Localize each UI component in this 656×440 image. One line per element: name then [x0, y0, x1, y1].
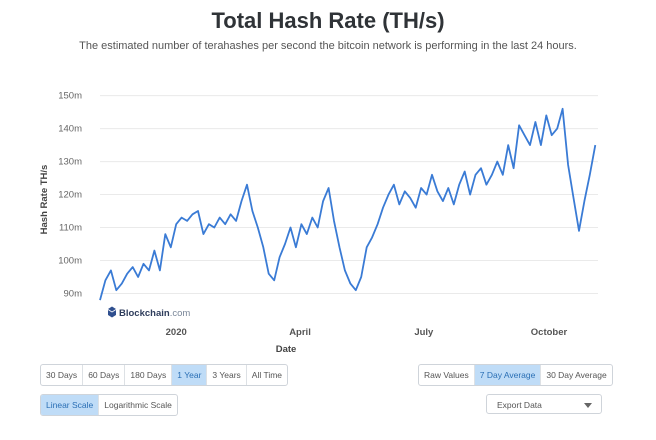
watermark-brand: Blockchain.com: [119, 308, 190, 319]
export-data-label: Export Data: [497, 400, 542, 410]
y-tick-label: 100m: [58, 256, 82, 267]
chevron-down-icon: [584, 403, 592, 408]
range-button-60-days[interactable]: 60 Days: [83, 365, 126, 385]
range-button-30-days[interactable]: 30 Days: [41, 365, 84, 385]
range-button-180-days[interactable]: 180 Days: [125, 365, 173, 385]
y-tick-label: 90m: [64, 289, 83, 300]
export-data-select[interactable]: Export Data: [486, 394, 602, 414]
x-axis-label: Date: [276, 344, 297, 355]
logarithmic-scale-button[interactable]: Logarithmic Scale: [104, 400, 172, 410]
time-range-selector: 30 Days 60 Days 180 Days 1 Year 3 Years …: [40, 364, 289, 386]
range-button-all-time[interactable]: All Time: [251, 370, 283, 380]
scale-selector: Linear Scale Logarithmic Scale: [40, 394, 178, 416]
average-selector: Raw Values 7 Day Average 30 Day Average: [418, 364, 613, 386]
y-tick-label: 130m: [58, 157, 82, 168]
y-tick-label: 110m: [59, 223, 82, 234]
x-tick-label: July: [414, 327, 434, 338]
blockchain-logo-icon: [108, 306, 116, 318]
x-tick-label: 2020: [166, 327, 187, 338]
y-tick-label: 120m: [58, 190, 82, 201]
30-day-average-button[interactable]: 30 Day Average: [546, 370, 607, 380]
linear-scale-button[interactable]: Linear Scale: [41, 395, 100, 415]
x-tick-label: April: [289, 327, 311, 338]
range-button-3-years[interactable]: 3 Years: [207, 365, 247, 385]
y-axis-label: Hash Rate TH/s: [39, 165, 50, 235]
y-tick-label: 150m: [58, 91, 82, 102]
y-tick-label: 140m: [58, 124, 82, 135]
chart-subtitle: The estimated number of terahashes per s…: [79, 40, 577, 52]
blockchain-watermark: Blockchain.com: [108, 306, 190, 319]
series-line: [99, 107, 597, 301]
range-button-1-year[interactable]: 1 Year: [172, 365, 208, 385]
chart-title: Total Hash Rate (TH/s): [211, 8, 445, 33]
raw-values-button[interactable]: Raw Values: [419, 365, 475, 385]
x-tick-label: October: [531, 327, 568, 338]
7-day-average-button[interactable]: 7 Day Average: [474, 365, 542, 385]
